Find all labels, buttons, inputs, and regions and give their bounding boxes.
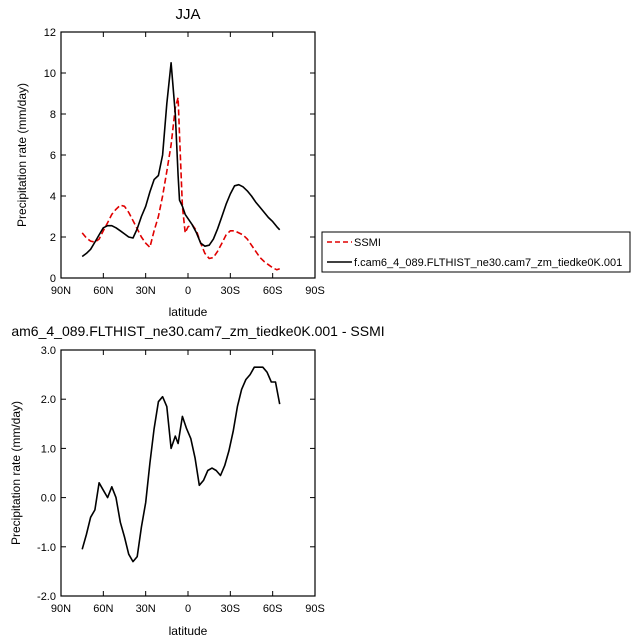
series-layer (81, 366, 281, 563)
y-tick-label: -2.0 (37, 591, 56, 603)
y-tick-label: 2.0 (41, 394, 56, 406)
x-tick-label: 60S (263, 285, 283, 297)
y-tick-label: 10 (44, 68, 56, 80)
chart-panel-top: JJA 0 2 4 6 8 10 12 90N 60N 30N 0 30S 60S 90S latitu… (15, 6, 325, 319)
legend-box (321, 231, 631, 273)
y-axis-ticks: -2.0 -1.0 0.0 1.0 2.0 3.0 (37, 345, 315, 603)
legend-label-model: f.cam6_4_089.FLTHIST_ne30.cam7_zm_tiedke… (354, 257, 622, 269)
legend-label-ssmi: SSMI (354, 237, 381, 249)
chart-title: JJA (175, 6, 200, 23)
x-tick-label: 60N (93, 285, 113, 297)
y-axis-label: Precipitation rate (mm/day) (15, 83, 29, 227)
chart-title: am6_4_089.FLTHIST_ne30.cam7_zm_tiedke0K.… (11, 323, 384, 339)
y-tick-label: 1.0 (41, 443, 56, 455)
y-tick-label: 6 (50, 150, 56, 162)
x-axis-ticks: 90N 60N 30N 0 30S 60S 90S (51, 350, 325, 615)
x-tick-label: 30N (136, 285, 156, 297)
series-layer (81, 61, 281, 271)
x-tick-label: 90N (51, 285, 71, 297)
series-line-ssmi (81, 96, 280, 271)
series-line-difference (81, 366, 281, 563)
y-tick-label: 12 (44, 27, 56, 39)
series-line-model (81, 61, 281, 258)
chart-panel-bottom: am6_4_089.FLTHIST_ne30.cam7_zm_tiedke0K.… (9, 323, 385, 638)
x-tick-label: 30N (136, 603, 156, 615)
x-axis-label: latitude (169, 624, 208, 638)
x-tick-label: 90N (51, 603, 71, 615)
x-tick-label: 90S (305, 603, 325, 615)
plot-frame (60, 31, 316, 279)
x-tick-label: 60N (93, 603, 113, 615)
x-tick-label: 0 (185, 285, 191, 297)
x-tick-label: 0 (185, 603, 191, 615)
x-tick-label: 30S (221, 285, 241, 297)
y-tick-label: 8 (50, 109, 56, 121)
y-tick-label: 2 (50, 232, 56, 244)
y-axis-label: Precipitation rate (mm/day) (9, 401, 23, 545)
x-tick-label: 30S (221, 603, 241, 615)
y-tick-label: 4 (50, 191, 56, 203)
y-axis-ticks: 0 2 4 6 8 10 12 (44, 27, 315, 285)
y-tick-label: 3.0 (41, 345, 56, 357)
x-axis-label: latitude (169, 305, 208, 319)
y-tick-label: 0 (50, 273, 56, 285)
y-tick-label: 0.0 (41, 493, 56, 505)
y-tick-label: -1.0 (37, 542, 56, 554)
x-tick-label: 60S (263, 603, 283, 615)
x-axis-ticks: 90N 60N 30N 0 30S 60S 90S (51, 32, 325, 297)
legend: SSMI f.cam6_4_089.FLTHIST_ne30.cam7_zm_t… (321, 231, 631, 273)
x-tick-label: 90S (305, 285, 325, 297)
